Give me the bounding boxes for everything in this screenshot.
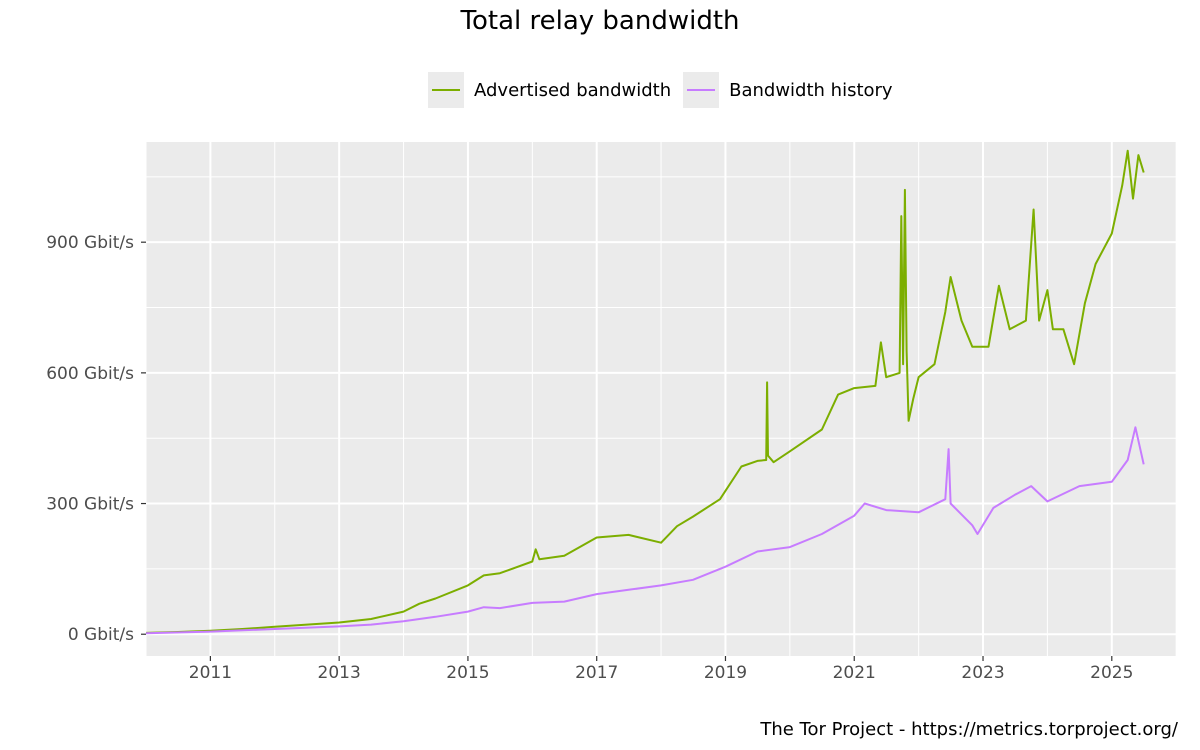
x-tick-label: 2023: [961, 663, 1004, 683]
x-tick-label: 2025: [1090, 663, 1133, 683]
legend-key-advertised: [428, 72, 464, 108]
legend: Advertised bandwidth Bandwidth history: [428, 72, 905, 108]
legend-item-history: Bandwidth history: [683, 72, 893, 108]
x-tick-label: 2013: [318, 663, 361, 683]
series-line-bandwidth-history: [145, 426, 1145, 635]
legend-item-advertised: Advertised bandwidth: [428, 72, 671, 108]
x-tick-label: 2011: [189, 663, 232, 683]
legend-label-advertised: Advertised bandwidth: [474, 79, 672, 101]
y-tick-label: 300 Gbit/s: [46, 495, 134, 515]
series-line-advertised-bandwidth: [145, 149, 1145, 634]
x-tick-label: 2019: [704, 663, 747, 683]
y-tick-label: 900 Gbit/s: [46, 233, 134, 253]
source-caption: The Tor Project - https://metrics.torpro…: [760, 719, 1178, 740]
x-tick-label: 2015: [446, 663, 489, 683]
legend-label-history: Bandwidth history: [729, 79, 893, 101]
y-tick-label: 600 Gbit/s: [46, 364, 134, 384]
y-tick-label: 0 Gbit/s: [68, 625, 134, 645]
chart-title: Total relay bandwidth: [460, 6, 740, 36]
x-tick-label: 2021: [833, 663, 876, 683]
legend-key-history: [683, 72, 720, 108]
x-tick-label: 2017: [575, 663, 618, 683]
